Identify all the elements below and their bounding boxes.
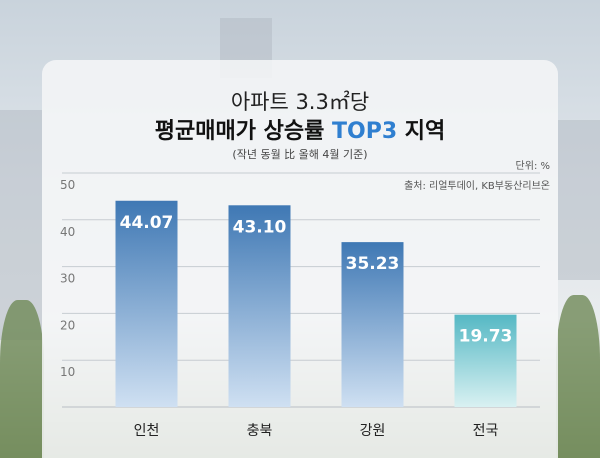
background-trees [556, 295, 600, 458]
bar-전국 [454, 314, 517, 407]
title-prefix: 평균매매가 상승률 [154, 119, 332, 144]
bar-value-label: 43.10 [233, 217, 287, 237]
unit-label: 단위: % [515, 161, 550, 172]
title-highlight: TOP3 [331, 119, 398, 144]
y-tick-label: 20 [60, 318, 75, 332]
bar-value-label: 35.23 [346, 254, 400, 274]
chart-subtitle: (작년 동월 比 올해 4월 기준) [232, 148, 368, 161]
x-tick-label: 충북 [247, 423, 273, 439]
source-label: 출처: 리얼투데이, KB부동산리브온 [404, 181, 550, 192]
chart-title-line2: 평균매매가 상승률 TOP3 지역 [0, 113, 600, 145]
y-tick-label: 50 [60, 178, 75, 192]
chart-title-line1: 아파트 3.3㎡당 [230, 90, 370, 114]
title-suffix: 지역 [397, 119, 446, 144]
bar-강원 [341, 242, 404, 407]
background-building [558, 120, 600, 280]
y-tick-label: 30 [60, 272, 75, 286]
bar-value-label: 44.07 [120, 213, 174, 233]
y-tick-label: 10 [60, 365, 75, 379]
bar-value-label: 19.73 [459, 327, 513, 347]
y-tick-label: 40 [60, 225, 75, 239]
x-tick-label: 인천 [134, 423, 160, 439]
x-tick-label: 전국 [473, 423, 499, 439]
bar-인천 [115, 200, 178, 407]
background-trees [0, 300, 44, 458]
x-tick-label: 강원 [360, 423, 386, 439]
bar-충북 [228, 205, 291, 407]
